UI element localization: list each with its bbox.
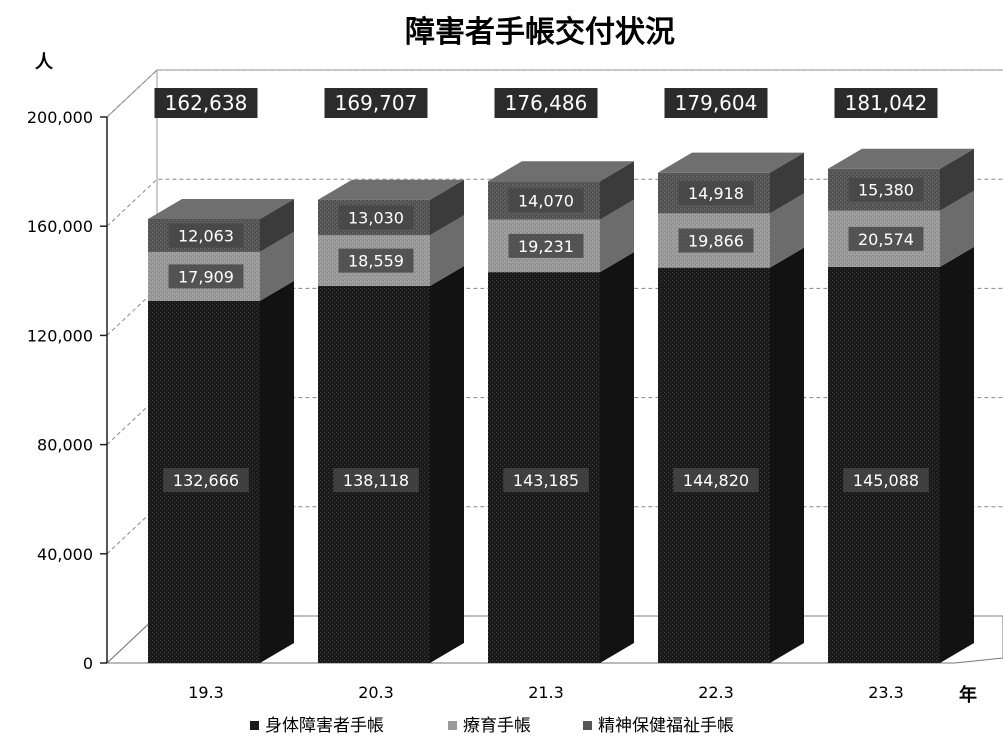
bar-23.3-s0-side [940,246,974,663]
x-tick-label: 21.3 [528,683,564,702]
value-label-21.3-s1: 19,231 [518,237,574,256]
value-label-19.3-s1-box [168,264,244,289]
value-label-22.3-s1-box [678,228,754,253]
y-tick-label: 160,000 [27,217,93,236]
value-label-20.3-s0: 138,118 [343,471,409,490]
value-label-22.3-s0: 144,820 [683,471,749,490]
bar-19.3-s2-side [260,198,294,252]
bar-22.3-s2-side [770,152,804,214]
x-tick-label: 20.3 [358,683,394,702]
bar-20.3-s2-side [430,179,464,236]
value-label-19.3-s0: 132,666 [173,471,239,490]
y-tick-label: 40,000 [37,545,93,564]
value-label-20.3-s1: 18,559 [348,252,404,271]
value-label-21.3-s0: 143,185 [513,471,579,490]
bar-19.3-s0-side [260,280,294,663]
value-label-22.3-s2-box [678,181,754,206]
total-label-22.3: 179,604 [675,91,758,115]
total-label-20.3-box [324,88,428,118]
chart-title: 障害者手帳交付状況 [405,15,675,50]
value-label-19.3-s1: 17,909 [178,267,234,286]
value-label-20.3-s1-box [338,248,414,273]
bar-23.3-s1-side [940,190,974,267]
bar-21.3-s0-side [600,252,634,663]
value-label-22.3-s0-box [673,468,759,492]
bar-19.3-top [148,198,294,219]
plot-area: 0 40,000 80,000 120,000 160,000 200,000 132,66… [27,68,1003,702]
value-label-21.3-s1-box [508,233,584,258]
total-label-22.3-box [664,88,768,118]
value-label-23.3-s2: 15,380 [858,181,914,200]
value-label-22.3-s1: 19,866 [688,232,744,251]
y-axis-unit: 人 [35,52,54,73]
x-tick-label: 22.3 [698,683,734,702]
value-label-21.3-s2: 14,070 [518,191,574,210]
legend-label: 療育手帳 [463,716,531,736]
value-label-19.3-s2-box [168,223,244,248]
x-tick-label: 23.3 [868,683,904,702]
y-tick-label: 120,000 [27,326,93,345]
bar-20.3-s0-side [430,265,464,663]
x-tick-label: 19.3 [188,683,224,702]
bar-19.3-s1-side [260,231,294,301]
total-label-19.3: 162,638 [165,91,248,115]
y-tick-label: 0 [83,654,93,673]
total-label-23.3-box [834,88,938,118]
value-label-23.3-s1: 20,574 [858,230,914,249]
legend-swatch [448,721,457,730]
bar-22.3-s1-side [770,193,804,268]
value-label-20.3-s2: 13,030 [348,208,404,227]
value-label-21.3-s2-box [508,188,584,213]
bar-21.3-s1-side [600,199,634,273]
total-label-20.3: 169,707 [335,91,418,115]
bar-21.3-s2-side [600,161,634,220]
value-label-23.3-s1-box [848,226,924,251]
value-label-22.3-s2: 14,918 [688,184,744,203]
x-axis-unit: 年 [959,684,977,706]
bar-23.3-s2-side [940,148,974,211]
bar-23.3-s0-texture [828,266,940,663]
bar-22.3-s0-side [770,247,804,663]
value-label-20.3-s2-box [338,205,414,230]
y-tick-label: 200,000 [27,108,93,127]
value-label-20.3-s0-box [333,468,419,492]
value-label-23.3-s0: 145,088 [853,471,919,490]
total-label-21.3: 176,486 [505,91,588,115]
value-label-19.3-s0-box [163,468,249,492]
value-label-23.3-s2-box [848,177,924,202]
legend-swatch [583,721,592,730]
legend-swatch [250,721,259,730]
bar-20.3-top [318,179,464,200]
value-label-23.3-s0-box [843,468,929,492]
value-label-19.3-s2: 12,063 [178,226,234,245]
bar-22.3-top [658,152,804,173]
total-label-23.3: 181,042 [845,91,928,115]
total-label-21.3-box [494,88,598,118]
gridline [106,69,1003,118]
value-label-21.3-s0-box [503,468,589,492]
legend-label: 身体障害者手帳 [265,716,384,736]
bar-20.3-s1-side [430,215,464,286]
bar-21.3-s0-texture [488,272,600,663]
bar-21.3-top [488,161,634,182]
legend: 身体障害者手帳 療育手帳 精神保健福祉手帳 [250,716,734,736]
bar-22.3-s0-texture [658,267,770,663]
total-label-19.3-box [154,88,258,118]
legend-label: 精神保健福祉手帳 [598,716,734,736]
y-tick-label: 80,000 [37,436,93,455]
bar-23.3-top [828,148,974,169]
